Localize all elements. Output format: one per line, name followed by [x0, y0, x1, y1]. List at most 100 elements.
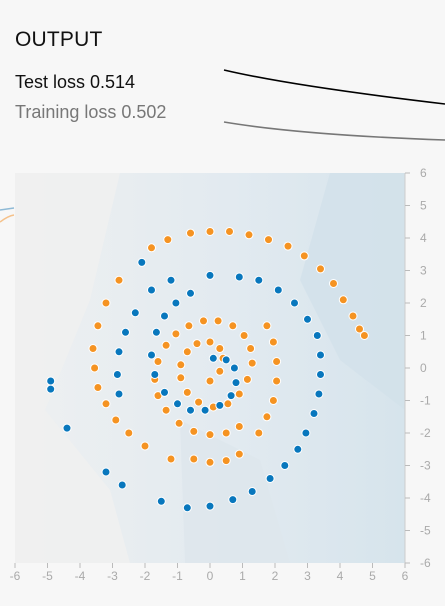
blue-point	[226, 391, 236, 401]
orange-point	[329, 279, 338, 288]
x-tick-label: 0	[207, 569, 214, 583]
orange-point	[205, 227, 215, 236]
blue-point	[130, 308, 140, 318]
blue-point	[234, 272, 244, 282]
x-axis-ticks: -6 -5 -4 -3 -2 -1 0 1 2 3 4 5 6	[10, 563, 409, 583]
blue-point	[309, 409, 319, 418]
blue-point	[280, 461, 290, 470]
orange-point	[355, 324, 364, 334]
orange-point	[189, 426, 199, 436]
orange-point	[246, 344, 256, 353]
orange-point	[316, 264, 325, 274]
blue-point	[205, 501, 215, 511]
blue-point	[147, 285, 156, 295]
blue-point	[303, 314, 312, 324]
orange-point	[228, 321, 238, 331]
orange-point	[101, 298, 111, 308]
y-tick-label: 4	[420, 231, 427, 245]
blue-point	[62, 423, 72, 433]
blue-point	[254, 275, 264, 285]
x-tick-label: -1	[172, 569, 183, 583]
orange-point	[268, 337, 278, 347]
orange-point	[244, 230, 254, 240]
blue-point	[231, 378, 241, 388]
blue-point	[316, 350, 325, 360]
blue-point	[314, 389, 324, 399]
blue-point	[182, 503, 192, 513]
orange-point	[205, 376, 215, 386]
y-tick-label: 2	[420, 296, 427, 310]
data-points	[46, 227, 369, 513]
orange-point	[234, 449, 244, 459]
orange-point	[262, 321, 272, 331]
blue-point	[114, 389, 124, 399]
blue-point	[208, 353, 218, 363]
y-tick-label: 3	[420, 264, 427, 278]
orange-point	[147, 243, 156, 253]
y-tick-label: 1	[420, 329, 427, 343]
orange-point	[182, 387, 192, 397]
orange-point	[182, 347, 192, 357]
x-tick-label: 2	[272, 569, 279, 583]
orange-point	[184, 321, 194, 331]
test-loss-curve	[223, 69, 445, 105]
blue-point	[273, 285, 283, 295]
orange-point	[93, 321, 103, 331]
orange-point	[254, 428, 264, 438]
orange-point	[213, 316, 223, 326]
blue-point	[121, 327, 130, 337]
y-tick-label: 6	[420, 166, 427, 180]
orange-point	[242, 374, 252, 384]
test-loss-label: Test loss 0.514	[15, 72, 136, 92]
orange-point	[205, 430, 215, 440]
x-tick-label: 1	[239, 569, 246, 583]
training-loss-label: Training loss 0.502	[15, 102, 167, 122]
y-tick-label: -1	[420, 394, 431, 408]
orange-point	[264, 235, 273, 245]
x-tick-label: -4	[75, 569, 86, 583]
orange-point	[186, 228, 195, 238]
y-tick-label: -6	[420, 556, 431, 570]
blue-point	[112, 370, 122, 379]
orange-point	[171, 329, 181, 339]
blue-point	[205, 270, 215, 280]
y-tick-label: 5	[420, 199, 427, 213]
y-tick-label: -2	[420, 426, 431, 440]
orange-point	[124, 428, 134, 438]
orange-point	[189, 454, 199, 464]
orange-point	[111, 415, 121, 425]
y-tick-label: 0	[420, 361, 427, 375]
orange-point	[215, 344, 225, 353]
orange-point	[161, 405, 171, 415]
decision-boundary-plot: -6 -5 -4 -3 -2 -1 0 1 2 3 4 5 6 6 5 4 3 2 1 0 -1 -2 -3 -4 -5 -6	[0, 166, 431, 583]
orange-point	[90, 363, 100, 373]
x-tick-label: 5	[369, 569, 376, 583]
orange-point	[234, 389, 244, 399]
y-tick-label: -3	[420, 459, 431, 473]
orange-point	[205, 337, 215, 347]
orange-point	[221, 428, 231, 438]
blue-point	[290, 298, 299, 308]
orange-point	[299, 251, 309, 261]
y-axis-ticks: 6 5 4 3 2 1 0 -1 -2 -3 -4 -5 -6	[404, 166, 431, 570]
x-tick-label: 6	[402, 569, 409, 583]
left-edge-marks	[0, 207, 15, 223]
blue-point	[229, 363, 239, 373]
orange-point	[283, 241, 293, 251]
orange-point	[153, 357, 163, 366]
orange-point	[163, 235, 173, 245]
blue-point	[151, 327, 161, 337]
blue-point	[46, 376, 56, 386]
orange-point	[215, 366, 225, 376]
orange-point	[194, 397, 204, 407]
blue-point	[171, 298, 181, 308]
blue-point	[312, 331, 322, 340]
blue-point	[101, 467, 111, 477]
orange-point	[192, 339, 202, 349]
x-tick-label: -2	[140, 569, 151, 583]
orange-point	[174, 418, 184, 428]
x-tick-label: 4	[337, 569, 344, 583]
orange-point	[176, 360, 186, 370]
orange-point	[205, 457, 215, 467]
